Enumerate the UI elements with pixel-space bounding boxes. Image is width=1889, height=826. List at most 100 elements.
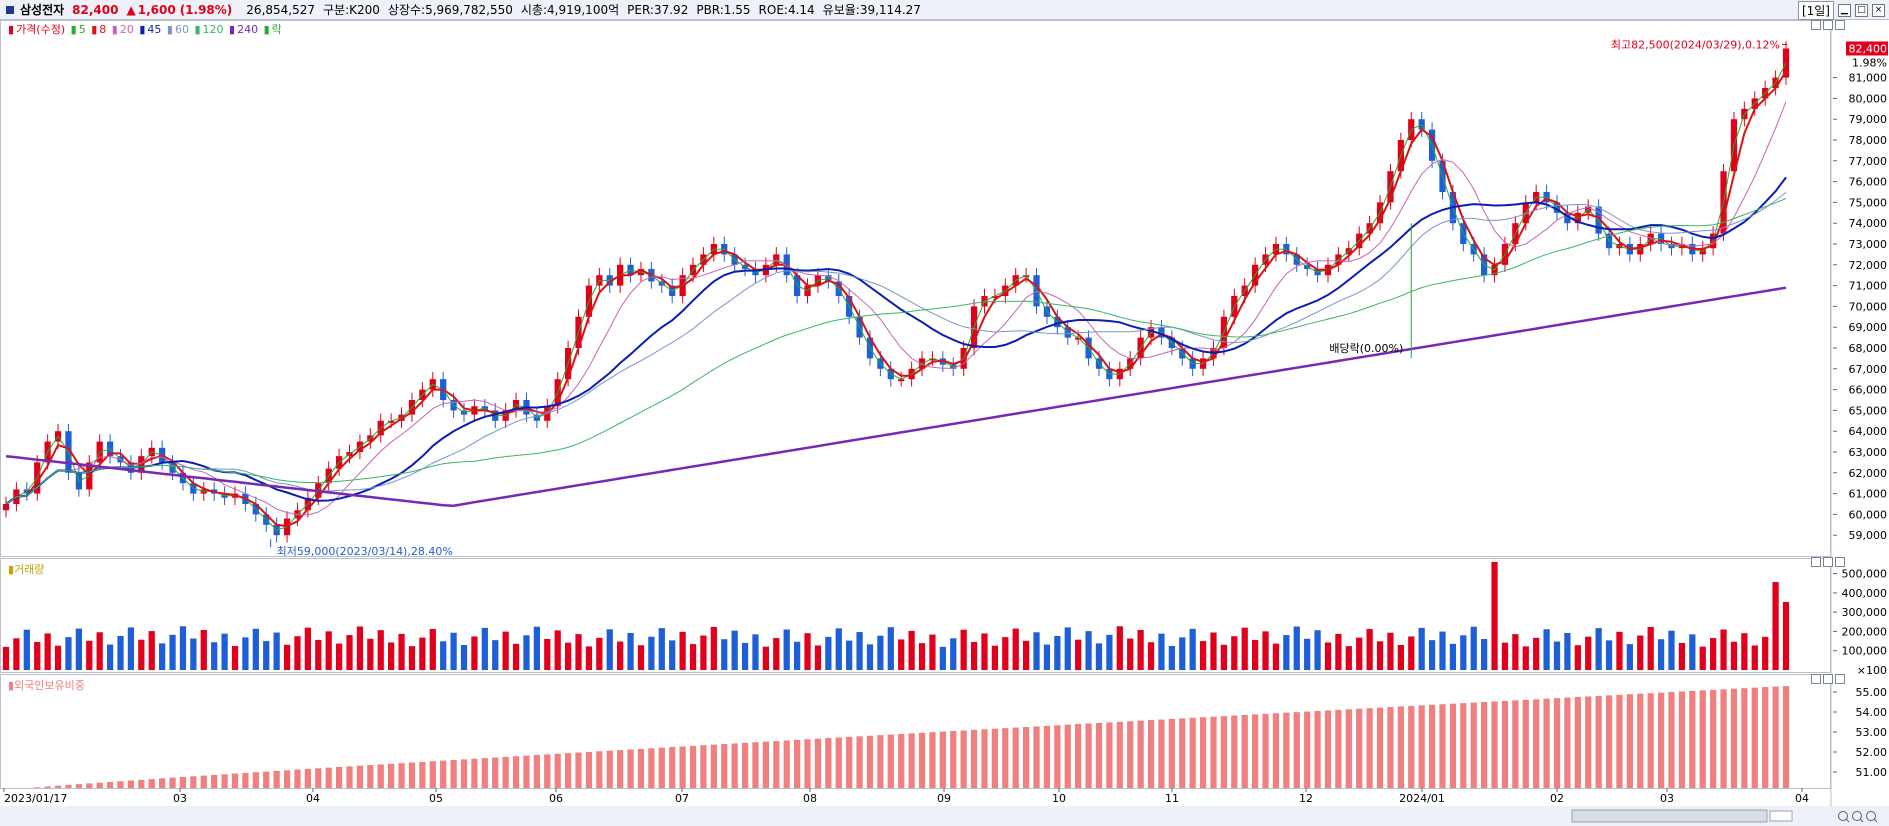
x-axis-label: 03 [1660, 792, 1674, 805]
volume-bar [1782, 602, 1790, 670]
volume-bar [34, 641, 41, 670]
foreign-bar [1220, 716, 1228, 788]
ma8-line [5, 70, 1787, 528]
volume-bar [1439, 631, 1446, 670]
volume-bar [1543, 629, 1550, 670]
price-axis-label: 78,000 [1849, 134, 1888, 147]
minimize-button[interactable]: ▁ [1838, 4, 1851, 17]
foreign-bar [440, 760, 447, 788]
foreign-bar [1470, 702, 1477, 788]
volume-bar [1002, 637, 1009, 670]
volume-bar [283, 644, 291, 670]
horizontal-scrollbar [1571, 809, 1768, 823]
close-button[interactable]: × [1872, 4, 1885, 17]
foreign-bar [44, 786, 51, 788]
x-axis-label: 06 [549, 792, 563, 805]
volume-bar [637, 645, 645, 670]
x-axis-label: 04 [1795, 792, 1809, 805]
foreign-bar [627, 749, 634, 788]
restore-button[interactable]: □ [1855, 4, 1868, 17]
foreign-bar [1002, 728, 1009, 788]
volume-bar [75, 628, 82, 670]
foreign-bar [398, 763, 405, 788]
foreign-bar [211, 774, 218, 788]
volume-axis-label: 100,000 [1842, 645, 1888, 658]
volume-bar [1335, 633, 1342, 670]
volume-bar [1293, 626, 1300, 670]
foreign-bar [419, 761, 426, 788]
volume-unit-label: ×100 [1857, 664, 1887, 677]
x-axis-label: 05 [429, 792, 443, 805]
foreign-bar [1710, 689, 1717, 788]
volume-bar [825, 636, 832, 670]
volume-bar [127, 627, 135, 670]
price-pane-controls[interactable] [1811, 20, 1845, 30]
foreign-bar [1043, 725, 1051, 788]
price-axis-label: 72,000 [1849, 259, 1888, 272]
volume-bar [1512, 634, 1519, 670]
volume-bar [1397, 645, 1404, 670]
foreign-bar [1345, 709, 1352, 788]
foreign-bar [960, 730, 967, 788]
foreign-bar [1657, 692, 1665, 788]
volume-bar [273, 632, 280, 670]
volume-bar [315, 639, 322, 670]
volume-bar [1054, 635, 1061, 670]
price-axis-label: 68,000 [1849, 342, 1888, 355]
volume-bar [1158, 633, 1165, 670]
volume-bar [346, 635, 353, 670]
volume-bar [1408, 636, 1415, 670]
foreign-bar [1064, 724, 1071, 788]
foreign-bar [898, 733, 905, 788]
foreign-bar [700, 745, 707, 788]
volume-bar [159, 643, 166, 670]
foreign-bar [814, 738, 822, 788]
stock-name[interactable]: 삼성전자 [20, 3, 65, 17]
volume-bar [1699, 646, 1706, 670]
price-axis-label: 75,000 [1849, 196, 1888, 209]
chart-canvas[interactable]: 59,000 60,000 61,000 62,000 63,000 64,000 65,0… [0, 20, 1889, 826]
legend-ma45: 45 [147, 23, 162, 36]
foreign-bar [512, 756, 520, 788]
volume-bar [1605, 640, 1613, 670]
foreign-bar [1574, 697, 1581, 788]
foreign-bar [252, 772, 259, 788]
period-selector[interactable]: [1일] [1797, 1, 1834, 20]
volume-bar [533, 626, 540, 670]
price-axis-label: 74,000 [1849, 217, 1888, 230]
volume-bar [1460, 635, 1467, 670]
foreign-bar [65, 784, 72, 788]
volume-bar [648, 636, 655, 670]
volume-bar [877, 635, 884, 670]
foreign-bar [127, 780, 135, 788]
volume-bar [1501, 642, 1509, 670]
volume-bar [231, 645, 239, 670]
foreign-axis-label: 55.00 [1856, 686, 1888, 699]
volume-bar [1075, 639, 1082, 670]
volume-bar [304, 627, 311, 670]
legend-ma5: 5 [78, 23, 86, 36]
volume-pane-controls[interactable] [1811, 557, 1845, 567]
volume-bar [460, 645, 468, 670]
foreign-bar [596, 751, 603, 788]
volume-bar [898, 639, 905, 670]
price-axis-label: 64,000 [1849, 425, 1888, 438]
foreign-bar [231, 773, 239, 788]
volume-bar [1324, 642, 1332, 670]
price-axis-label: 69,000 [1849, 321, 1888, 334]
foreign-bar [679, 746, 686, 788]
zoom-in-icon [1838, 811, 1848, 821]
price-axis-label: 60,000 [1849, 508, 1888, 521]
volume-bar [211, 642, 218, 670]
volume-bar [65, 637, 72, 670]
foreign-bar [1512, 700, 1519, 788]
volume-bar [1616, 631, 1623, 670]
volume-bar [1199, 641, 1207, 670]
foreign-pane-controls[interactable] [1811, 674, 1845, 684]
volume-bar [1626, 644, 1633, 670]
foreign-bar [981, 729, 988, 788]
foreign-bar [273, 770, 280, 788]
volume-bar [263, 641, 270, 670]
price-axis-label: 77,000 [1849, 155, 1888, 168]
volume-bar [1189, 628, 1196, 670]
